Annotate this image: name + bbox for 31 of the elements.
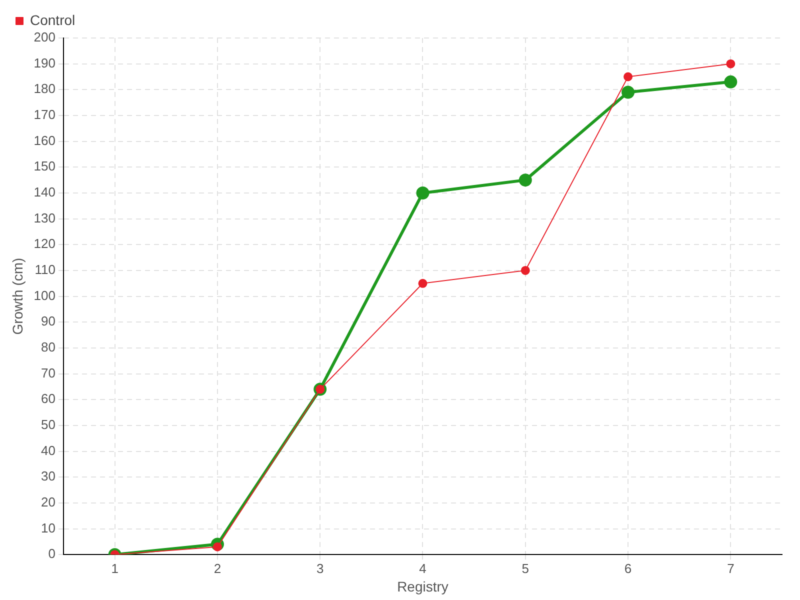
legend-label: Control: [30, 12, 76, 28]
y-tick-label: 20: [41, 494, 56, 510]
y-tick-label: 60: [41, 391, 56, 406]
y-tick-label: 110: [34, 262, 56, 278]
y-tick-label: 180: [34, 81, 56, 96]
y-tick-label: 140: [34, 184, 56, 200]
x-tick-label: 2: [214, 560, 222, 576]
x-tick-label: 4: [419, 560, 426, 576]
y-tick-label: 150: [34, 158, 56, 174]
x-tick-label: 1: [111, 560, 118, 576]
y-tick-label: 40: [41, 442, 56, 458]
y-tick-label: 90: [41, 314, 56, 329]
x-axis-title: Registry: [397, 578, 448, 594]
x-tick-label: 7: [727, 560, 734, 576]
y-tick-label: 100: [34, 288, 56, 303]
y-tick-label: 30: [41, 468, 56, 484]
y-tick-label: 50: [41, 417, 56, 432]
y-tick-label: 160: [34, 132, 56, 148]
y-tick-label: 170: [34, 107, 56, 122]
y-tick-label: 120: [34, 236, 56, 252]
y-tick-label: 10: [41, 520, 56, 536]
y-tick-label: 190: [34, 55, 56, 70]
y-tick-label: 200: [34, 30, 56, 45]
y-axis-title: Growth (cm): [9, 258, 26, 335]
x-tick-label: 3: [316, 560, 324, 576]
y-tick-label: 80: [41, 340, 56, 355]
y-tick-label: 130: [34, 210, 56, 226]
x-tick-label: 5: [522, 560, 530, 576]
y-tick-label: 70: [41, 365, 56, 380]
y-tick-label: 0: [48, 546, 56, 562]
x-tick-label: 6: [624, 560, 632, 576]
